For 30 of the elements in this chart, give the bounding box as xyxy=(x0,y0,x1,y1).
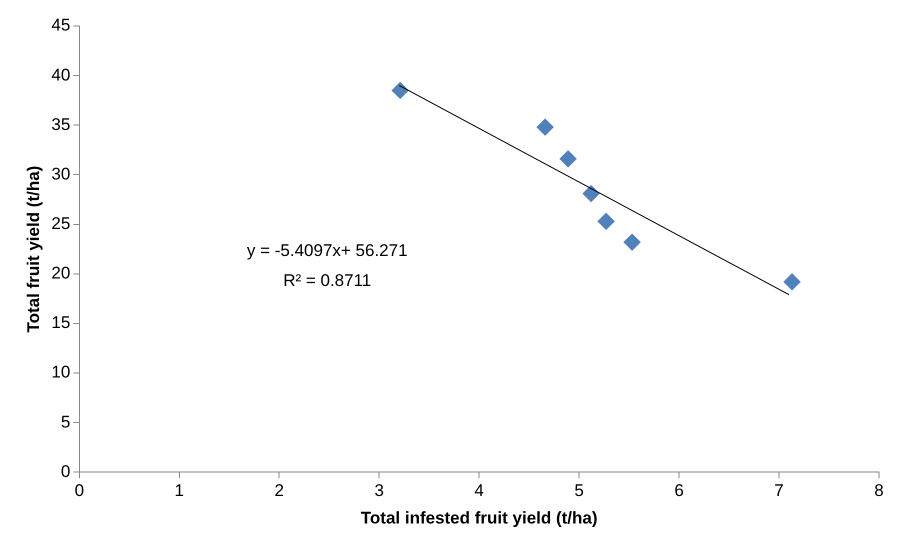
x-tick-label: 8 xyxy=(874,481,884,500)
y-tick-label: 0 xyxy=(60,462,70,481)
y-tick-label: 15 xyxy=(51,313,70,332)
y-tick-label: 45 xyxy=(51,16,70,35)
x-tick-label: 1 xyxy=(174,481,184,500)
point xyxy=(784,273,801,290)
x-tick-label: 6 xyxy=(674,481,684,500)
y-tick-label: 40 xyxy=(51,65,70,84)
y-tick-label: 10 xyxy=(51,362,70,382)
x-tick-label: 2 xyxy=(274,481,284,500)
point xyxy=(392,82,409,99)
point xyxy=(624,234,641,251)
point xyxy=(582,185,600,202)
point xyxy=(598,212,615,230)
y-tick-label: 35 xyxy=(51,114,70,134)
x-tick-label: 4 xyxy=(474,481,484,500)
y-tick-label: 5 xyxy=(60,412,70,432)
y-axis-title: Total fruit yield (t/ha) xyxy=(24,166,43,333)
x-axis-title: Total infested fruit yield (t/ha) xyxy=(360,508,598,528)
point xyxy=(560,150,577,168)
annotation: y = -5.4097x+ 56.271 xyxy=(246,241,408,260)
annotation: R² = 0.8711 xyxy=(283,271,372,290)
x-tick-label: 5 xyxy=(574,481,584,500)
x-tick-label: 0 xyxy=(74,481,84,500)
x-tick-label: 7 xyxy=(774,481,784,500)
y-tick-label: 25 xyxy=(51,214,70,233)
y-tick-label: 20 xyxy=(51,264,70,283)
x-tick-label: 3 xyxy=(374,481,384,500)
point xyxy=(536,118,554,136)
y-tick-label: 30 xyxy=(51,164,70,184)
